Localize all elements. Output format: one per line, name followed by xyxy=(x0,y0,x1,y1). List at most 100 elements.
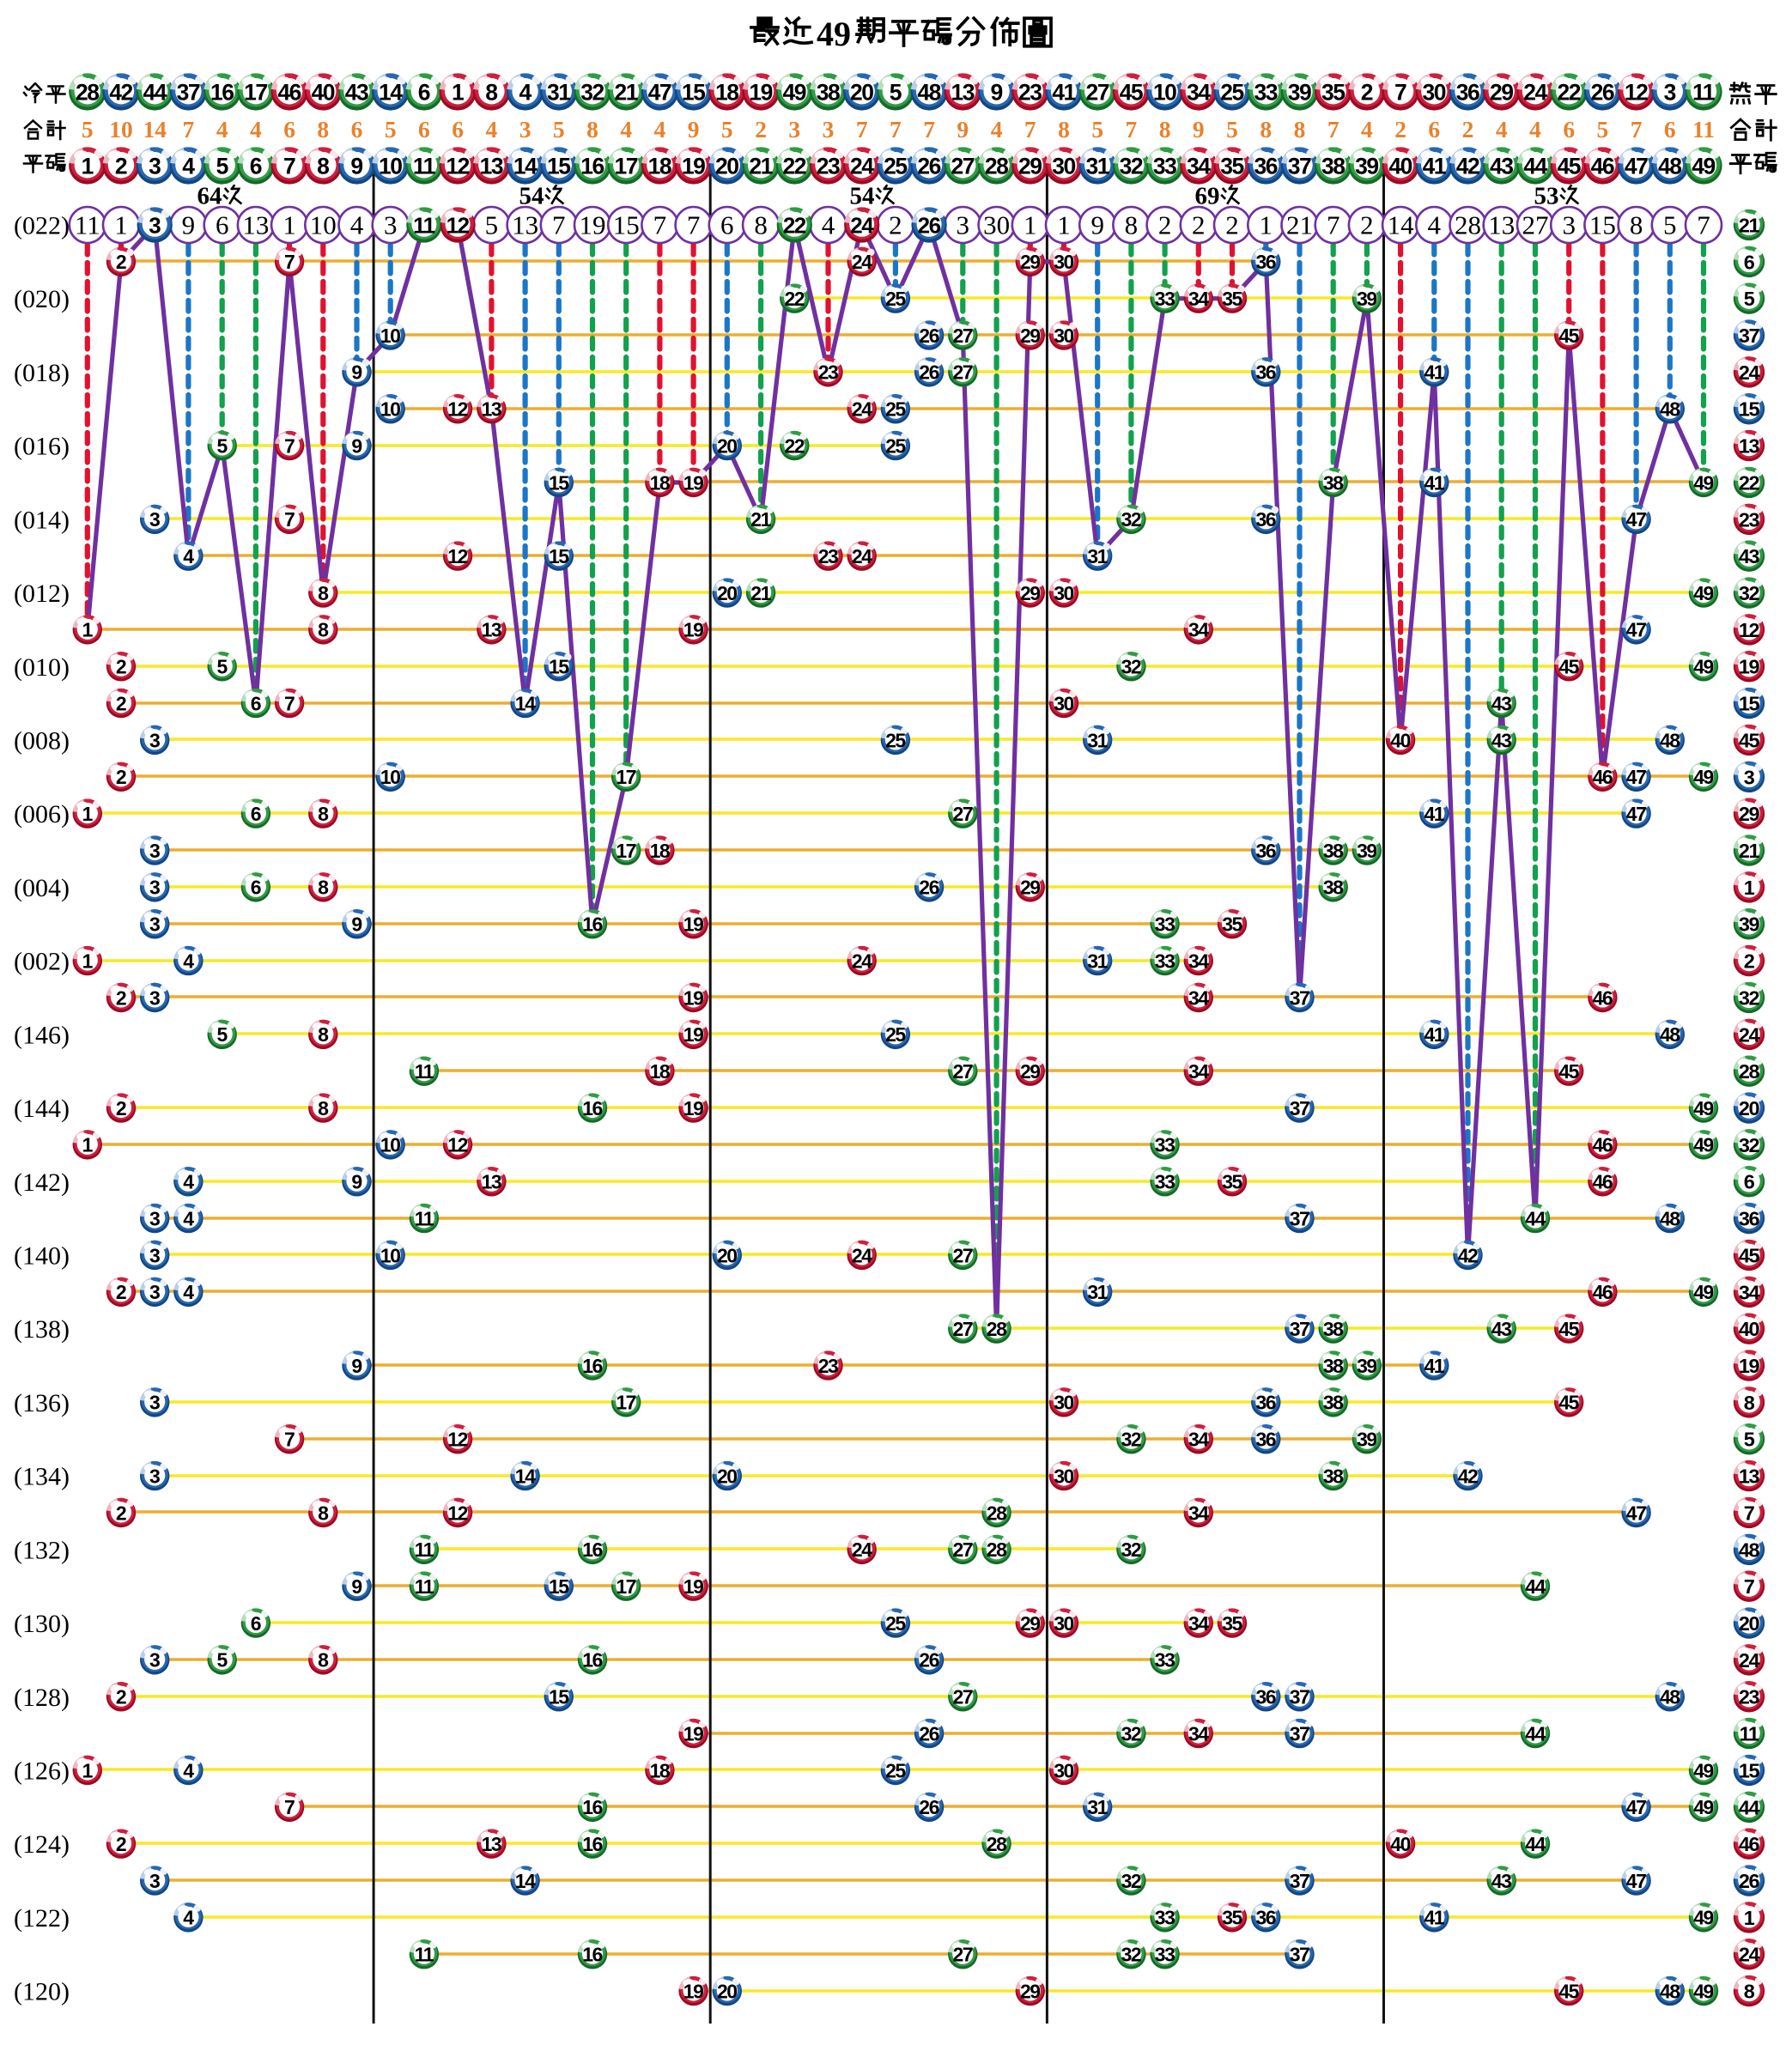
svg-text:11: 11 xyxy=(75,210,100,240)
svg-text:20: 20 xyxy=(717,582,737,604)
svg-text:16: 16 xyxy=(582,1796,602,1818)
svg-text:39: 39 xyxy=(1357,1429,1376,1451)
svg-text:1: 1 xyxy=(82,154,94,179)
svg-text:37: 37 xyxy=(1288,154,1311,179)
svg-text:11: 11 xyxy=(413,212,435,238)
svg-text:10: 10 xyxy=(109,116,133,143)
svg-text:9: 9 xyxy=(688,116,700,143)
svg-text:30: 30 xyxy=(1054,582,1073,604)
svg-text:16: 16 xyxy=(582,1944,602,1966)
svg-text:46: 46 xyxy=(1593,1171,1613,1193)
svg-text:9: 9 xyxy=(351,1355,361,1377)
svg-text:11: 11 xyxy=(415,1207,434,1229)
svg-text:25: 25 xyxy=(1220,80,1243,106)
svg-text:13: 13 xyxy=(482,619,501,641)
svg-text:1: 1 xyxy=(1744,877,1755,899)
svg-text:16: 16 xyxy=(582,1649,602,1672)
svg-text:10: 10 xyxy=(380,325,400,347)
svg-text:45: 45 xyxy=(1558,1392,1579,1414)
svg-text:49: 49 xyxy=(1693,1907,1713,1929)
svg-text:6: 6 xyxy=(1744,1171,1755,1193)
svg-text:17: 17 xyxy=(614,154,637,179)
svg-text:(020): (020) xyxy=(14,285,70,313)
svg-text:45: 45 xyxy=(1558,325,1579,347)
svg-text:3: 3 xyxy=(149,1649,160,1672)
svg-text:2: 2 xyxy=(116,1097,126,1120)
svg-text:29: 29 xyxy=(1490,80,1513,106)
svg-text:2: 2 xyxy=(1225,210,1239,240)
svg-text:23: 23 xyxy=(1739,508,1760,531)
svg-text:19: 19 xyxy=(1739,1355,1760,1377)
svg-text:31: 31 xyxy=(1085,154,1109,179)
svg-text:16: 16 xyxy=(210,80,234,106)
svg-text:11: 11 xyxy=(1692,116,1715,143)
svg-text:7: 7 xyxy=(890,116,902,143)
svg-text:6: 6 xyxy=(251,692,261,714)
svg-text:28: 28 xyxy=(987,1833,1007,1855)
svg-text:12: 12 xyxy=(446,212,470,238)
svg-text:16: 16 xyxy=(582,1097,602,1120)
svg-text:38: 38 xyxy=(1321,154,1345,179)
svg-text:40: 40 xyxy=(1390,1833,1410,1855)
svg-text:8: 8 xyxy=(317,154,329,179)
svg-text:3: 3 xyxy=(149,1870,160,1892)
svg-text:3: 3 xyxy=(149,729,160,751)
svg-text:30: 30 xyxy=(1054,325,1073,347)
svg-text:26: 26 xyxy=(919,361,939,384)
svg-text:23: 23 xyxy=(1018,80,1042,106)
svg-text:12: 12 xyxy=(446,154,469,179)
svg-text:10: 10 xyxy=(379,154,402,179)
svg-text:7: 7 xyxy=(687,210,701,240)
svg-text:45: 45 xyxy=(1739,730,1760,752)
svg-text:2: 2 xyxy=(1192,210,1206,240)
svg-text:4: 4 xyxy=(486,116,498,143)
svg-text:3: 3 xyxy=(823,116,835,143)
svg-text:42: 42 xyxy=(1458,1244,1478,1266)
svg-text:(140): (140) xyxy=(14,1242,70,1271)
svg-text:31: 31 xyxy=(1087,1281,1108,1303)
svg-text:49: 49 xyxy=(1693,1796,1713,1818)
svg-text:27: 27 xyxy=(953,1060,973,1083)
svg-text:53: 53 xyxy=(1534,182,1559,209)
svg-text:23: 23 xyxy=(1739,1686,1760,1708)
svg-text:35: 35 xyxy=(1222,913,1242,936)
svg-text:47: 47 xyxy=(648,80,671,106)
svg-text:26: 26 xyxy=(1591,80,1614,106)
svg-text:2: 2 xyxy=(1158,210,1172,240)
svg-text:21: 21 xyxy=(750,582,771,604)
svg-text:30: 30 xyxy=(1052,154,1075,179)
svg-text:25: 25 xyxy=(885,1759,906,1781)
svg-text:7: 7 xyxy=(653,210,667,240)
svg-text:4: 4 xyxy=(1361,116,1373,143)
svg-text:22: 22 xyxy=(783,154,806,179)
svg-text:41: 41 xyxy=(1424,803,1445,825)
svg-text:10: 10 xyxy=(380,398,400,421)
svg-text:1: 1 xyxy=(82,950,94,972)
svg-text:7: 7 xyxy=(284,434,295,457)
svg-text:34: 34 xyxy=(1188,1612,1209,1635)
svg-text:3: 3 xyxy=(149,1392,160,1414)
svg-text:46: 46 xyxy=(277,80,301,106)
svg-text:6: 6 xyxy=(418,80,430,106)
svg-text:24: 24 xyxy=(850,212,874,238)
svg-text:20: 20 xyxy=(717,1244,737,1266)
svg-text:13: 13 xyxy=(482,398,501,421)
svg-text:1: 1 xyxy=(82,1134,94,1156)
svg-text:23: 23 xyxy=(818,1355,838,1377)
svg-text:3: 3 xyxy=(1664,80,1676,106)
svg-text:38: 38 xyxy=(1323,1355,1344,1377)
svg-text:49: 49 xyxy=(1693,1281,1713,1303)
svg-text:49: 49 xyxy=(1693,1134,1713,1156)
svg-text:4: 4 xyxy=(654,116,666,143)
svg-text:48: 48 xyxy=(1739,1538,1760,1561)
svg-text:35: 35 xyxy=(1321,80,1345,106)
svg-text:20: 20 xyxy=(1739,1097,1760,1120)
svg-text:32: 32 xyxy=(1739,582,1760,604)
svg-text:16: 16 xyxy=(580,154,604,179)
svg-text:7: 7 xyxy=(1126,116,1138,143)
svg-text:48: 48 xyxy=(1660,1686,1680,1708)
svg-text:45: 45 xyxy=(1558,1980,1579,2002)
svg-text:8: 8 xyxy=(1744,1981,1755,2003)
svg-text:(128): (128) xyxy=(14,1684,70,1712)
svg-text:15: 15 xyxy=(1589,210,1616,240)
